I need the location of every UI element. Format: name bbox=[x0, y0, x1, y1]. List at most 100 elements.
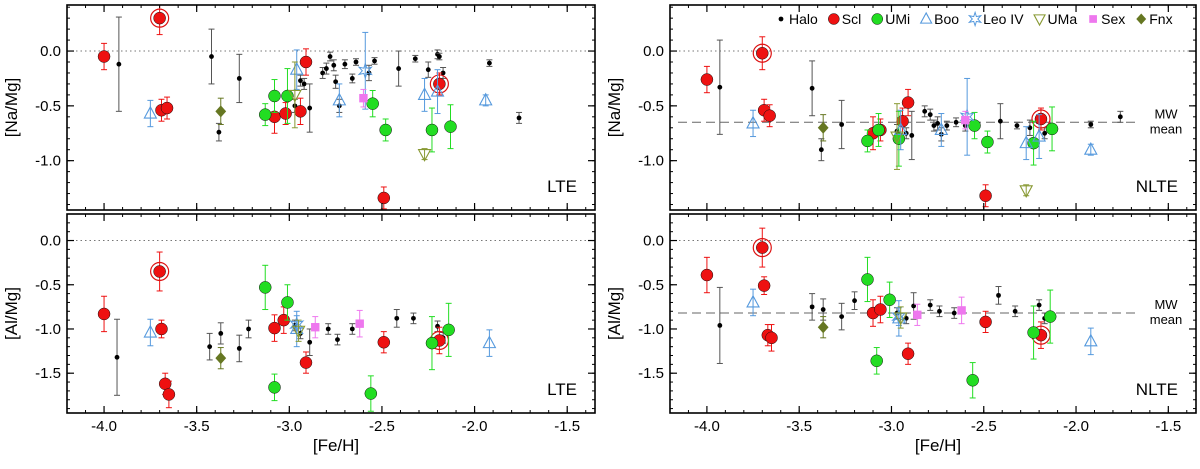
data-point bbox=[717, 84, 723, 90]
data-point bbox=[417, 149, 432, 162]
data-point bbox=[289, 61, 304, 75]
series-scl bbox=[700, 36, 1051, 208]
data-point bbox=[478, 92, 493, 106]
data-point bbox=[861, 134, 874, 148]
data-point bbox=[364, 387, 378, 400]
data-point bbox=[246, 326, 251, 332]
data-point bbox=[357, 61, 373, 80]
data-point bbox=[1036, 302, 1042, 308]
series-halo bbox=[716, 39, 1124, 162]
data-point bbox=[298, 78, 303, 84]
data-point bbox=[700, 268, 714, 282]
data-point bbox=[323, 66, 329, 71]
data-point bbox=[1032, 128, 1047, 142]
data-point bbox=[359, 93, 368, 103]
data-point bbox=[979, 315, 992, 329]
data-point bbox=[909, 133, 915, 138]
series-sex bbox=[359, 88, 368, 108]
mw-mean-label-line1: MW bbox=[1154, 106, 1178, 121]
data-point bbox=[411, 315, 416, 321]
y-tick-label: -0.5 bbox=[638, 98, 664, 115]
y-tick-label: 0.0 bbox=[643, 233, 664, 250]
x-axis bbox=[669, 5, 1188, 210]
series-sex bbox=[311, 309, 364, 339]
data-point bbox=[396, 66, 402, 71]
data-point bbox=[258, 108, 272, 121]
plot-frame bbox=[66, 213, 596, 414]
data-point bbox=[1014, 123, 1020, 128]
legend-label: Sex bbox=[1101, 11, 1125, 27]
x-axis: -4.0 -3.5 -3.0 -2.5 -2.0 -1.5 [Fe/H] bbox=[669, 214, 1188, 455]
data-point bbox=[425, 123, 439, 137]
legend-entry-scl: Scl bbox=[828, 11, 861, 27]
series-uma bbox=[291, 319, 306, 342]
data-point bbox=[817, 321, 829, 334]
data-point bbox=[162, 388, 176, 401]
data-point bbox=[809, 304, 815, 310]
legend-marker bbox=[967, 10, 983, 28]
data-point bbox=[809, 85, 815, 91]
data-point bbox=[482, 335, 497, 349]
data-point bbox=[516, 115, 522, 121]
data-point bbox=[700, 73, 714, 86]
data-point bbox=[893, 122, 908, 136]
data-point bbox=[216, 129, 222, 135]
plot-frame bbox=[669, 4, 1197, 211]
data-point bbox=[893, 312, 908, 326]
data-point bbox=[765, 331, 778, 345]
data-point bbox=[442, 323, 455, 337]
series-scl bbox=[700, 227, 1051, 365]
x-tick-label: -3.5 bbox=[786, 418, 812, 435]
data-point bbox=[311, 323, 320, 332]
y-axis: 0.0 -0.5 -1.0 [Na/Mg] bbox=[605, 6, 1196, 206]
data-point bbox=[818, 147, 824, 153]
data-point bbox=[417, 87, 432, 100]
data-point bbox=[979, 189, 992, 202]
data-point bbox=[1043, 310, 1057, 323]
legend-marker bbox=[871, 13, 883, 25]
y-tick-label: -1.0 bbox=[35, 153, 61, 170]
data-point bbox=[961, 115, 970, 125]
legend: Halo Scl UMi Boo Leo IV UMa Sex Fnx bbox=[778, 10, 1173, 28]
y-tick-label: 0.0 bbox=[40, 233, 61, 250]
y-tick-label: -0.5 bbox=[638, 277, 664, 294]
y-tick-label: 0.0 bbox=[40, 43, 61, 60]
highlight-ring bbox=[752, 238, 772, 258]
data-point bbox=[236, 346, 242, 351]
data-point bbox=[896, 114, 909, 128]
series-scl bbox=[97, 251, 449, 409]
data-point bbox=[440, 70, 446, 76]
mw-mean-label-line2: mean bbox=[1150, 312, 1183, 327]
x-tick-label: -3.5 bbox=[184, 418, 210, 435]
data-point bbox=[294, 105, 307, 118]
data-point bbox=[207, 344, 213, 350]
y-tick-label: -1.5 bbox=[638, 365, 664, 382]
legend-marker bbox=[1033, 14, 1046, 27]
data-point bbox=[153, 11, 166, 25]
data-point bbox=[289, 315, 305, 334]
data-point bbox=[1034, 112, 1048, 126]
data-point bbox=[425, 67, 431, 73]
data-point bbox=[160, 101, 174, 115]
x-tick-label: -2.5 bbox=[971, 418, 997, 435]
data-point bbox=[236, 76, 242, 81]
data-point bbox=[349, 326, 355, 332]
data-points bbox=[700, 227, 1098, 399]
mw-mean-label-line2: mean bbox=[1150, 121, 1183, 136]
data-point bbox=[209, 54, 214, 59]
x-tick-label: -1.5 bbox=[1155, 418, 1181, 435]
series-umi bbox=[258, 68, 457, 153]
data-point bbox=[927, 302, 933, 308]
data-point bbox=[883, 293, 896, 307]
legend-marker bbox=[1136, 13, 1147, 25]
x-tick-label: -4.0 bbox=[694, 418, 720, 435]
x-axis bbox=[66, 5, 587, 210]
data-point bbox=[299, 356, 313, 369]
highlight-ring bbox=[1031, 109, 1051, 129]
data-point bbox=[153, 265, 166, 278]
legend-label: Boo bbox=[934, 11, 959, 27]
data-point bbox=[412, 56, 418, 62]
data-point bbox=[1083, 141, 1098, 155]
data-point bbox=[927, 112, 933, 118]
